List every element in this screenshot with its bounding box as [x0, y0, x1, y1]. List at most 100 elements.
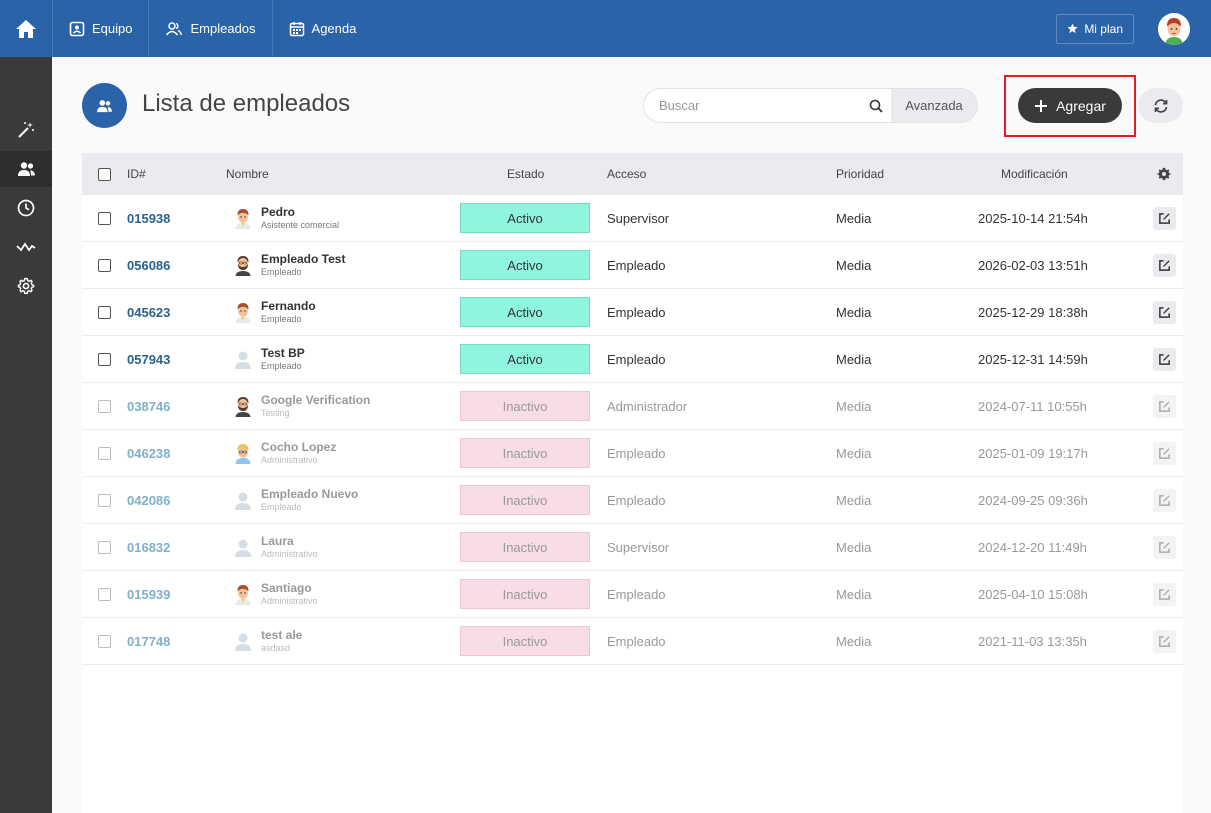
- activity-icon: [16, 242, 36, 252]
- edit-button[interactable]: [1153, 582, 1176, 606]
- edit-button[interactable]: [1153, 488, 1176, 512]
- table-row[interactable]: 042086 Empleado Nuevo Empleado Inactivo …: [82, 477, 1183, 524]
- row-name-cell[interactable]: Test BP Empleado: [234, 336, 305, 382]
- header-access[interactable]: Acceso: [607, 167, 647, 181]
- status-badge[interactable]: Inactivo: [460, 532, 590, 562]
- row-id[interactable]: 016832: [127, 539, 171, 555]
- nav-empleados[interactable]: Empleados: [148, 0, 271, 57]
- status-badge[interactable]: Inactivo: [460, 438, 590, 468]
- row-checkbox[interactable]: [98, 540, 111, 554]
- row-id[interactable]: 015938: [127, 210, 171, 226]
- status-badge[interactable]: Inactivo: [460, 579, 590, 609]
- header-status[interactable]: Estado: [507, 167, 545, 181]
- row-status-cell: Activo: [460, 242, 590, 288]
- row-name-cell[interactable]: Laura Administrativo: [234, 524, 318, 570]
- add-employee-button[interactable]: Agregar: [1018, 88, 1122, 123]
- sidebar-item-activity[interactable]: [0, 229, 52, 265]
- table-row[interactable]: 016832 Laura Administrativo Inactivo Sup…: [82, 524, 1183, 571]
- row-name-cell[interactable]: test ale asdasd: [234, 618, 302, 664]
- table-row[interactable]: 017748 test ale asdasd Inactivo Empleado…: [82, 618, 1183, 665]
- row-id[interactable]: 038746: [127, 398, 171, 414]
- table-header: ID# Nombre Estado Acceso Prioridad Modif…: [82, 153, 1183, 195]
- row-checkbox[interactable]: [98, 399, 111, 413]
- row-id[interactable]: 017748: [127, 633, 171, 649]
- row-name-cell[interactable]: Google Verification Testing: [234, 383, 370, 429]
- user-avatar[interactable]: [1158, 12, 1190, 45]
- edit-button[interactable]: [1153, 441, 1176, 465]
- row-name-cell[interactable]: Cocho Lopez Administrativo: [234, 430, 336, 476]
- row-name-cell[interactable]: Empleado Test Empleado: [234, 242, 345, 288]
- row-name: Laura: [261, 534, 294, 548]
- status-badge[interactable]: Activo: [460, 203, 590, 233]
- edit-button[interactable]: [1153, 300, 1176, 324]
- row-name-cell[interactable]: Santiago Administrativo: [234, 571, 318, 617]
- table-settings-button[interactable]: [1157, 153, 1171, 195]
- table-row[interactable]: 038746 Google Verification Testing Inact…: [82, 383, 1183, 430]
- row-priority: Media: [836, 210, 872, 226]
- header-id[interactable]: ID#: [127, 167, 146, 181]
- edit-button[interactable]: [1153, 394, 1176, 418]
- row-checkbox[interactable]: [98, 446, 111, 460]
- row-name-cell[interactable]: Fernando Empleado: [234, 289, 316, 335]
- row-name-cell[interactable]: Empleado Nuevo Empleado: [234, 477, 358, 523]
- sidebar-item-clock[interactable]: [0, 190, 52, 226]
- status-badge[interactable]: Activo: [460, 250, 590, 280]
- row-checkbox[interactable]: [98, 258, 111, 272]
- row-name-cell[interactable]: Pedro Asistente comercial: [234, 195, 339, 241]
- status-badge[interactable]: Inactivo: [460, 485, 590, 515]
- nav-equipo[interactable]: Equipo: [52, 0, 148, 57]
- plus-icon: [1035, 99, 1048, 112]
- row-checkbox[interactable]: [98, 211, 111, 225]
- table-row[interactable]: 057943 Test BP Empleado Activo Empleado …: [82, 336, 1183, 383]
- search-button[interactable]: [861, 99, 891, 113]
- row-checkbox[interactable]: [98, 493, 111, 507]
- home-button[interactable]: [0, 0, 52, 57]
- row-checkbox[interactable]: [98, 634, 111, 648]
- table-row[interactable]: 046238 Cocho Lopez Administrativo Inacti…: [82, 430, 1183, 477]
- header-modified[interactable]: Modificación: [1001, 167, 1068, 181]
- row-status-cell: Inactivo: [460, 618, 590, 664]
- row-name: Fernando: [261, 299, 316, 313]
- row-edit-cell: [1153, 477, 1176, 523]
- status-badge[interactable]: Activo: [460, 344, 590, 374]
- status-badge[interactable]: Inactivo: [460, 391, 590, 421]
- edit-icon: [1159, 212, 1170, 224]
- row-checkbox[interactable]: [98, 352, 111, 366]
- advanced-search-button[interactable]: Avanzada: [891, 89, 977, 122]
- header-priority[interactable]: Prioridad: [836, 167, 885, 181]
- table-row[interactable]: 056086 Empleado Test Empleado Activo Emp…: [82, 242, 1183, 289]
- table-row[interactable]: 045623 Fernando Empleado Activo Empleado…: [82, 289, 1183, 336]
- row-modified: 2026-02-03 13:51h: [978, 257, 1088, 273]
- row-id[interactable]: 056086: [127, 257, 171, 273]
- row-id[interactable]: 042086: [127, 492, 171, 508]
- edit-button[interactable]: [1153, 535, 1176, 559]
- search-input[interactable]: [644, 89, 861, 122]
- row-priority: Media: [836, 445, 872, 461]
- select-all-checkbox[interactable]: [98, 167, 111, 181]
- row-id[interactable]: 057943: [127, 351, 171, 367]
- table-row[interactable]: 015939 Santiago Administrativo Inactivo …: [82, 571, 1183, 618]
- row-role: Empleado: [261, 502, 302, 512]
- row-checkbox-cell: [98, 242, 111, 288]
- row-id[interactable]: 015939: [127, 586, 171, 602]
- status-badge[interactable]: Activo: [460, 297, 590, 327]
- edit-button[interactable]: [1153, 629, 1176, 653]
- row-edit-cell: [1153, 571, 1176, 617]
- table-row[interactable]: 015938 Pedro Asistente comercial Activo …: [82, 195, 1183, 242]
- status-badge[interactable]: Inactivo: [460, 626, 590, 656]
- edit-button[interactable]: [1153, 253, 1176, 277]
- refresh-button[interactable]: [1138, 88, 1183, 123]
- row-checkbox[interactable]: [98, 305, 111, 319]
- edit-icon: [1159, 353, 1170, 365]
- row-id[interactable]: 045623: [127, 304, 171, 320]
- sidebar-item-settings[interactable]: [0, 268, 52, 304]
- edit-button[interactable]: [1153, 347, 1176, 371]
- row-checkbox[interactable]: [98, 587, 111, 601]
- sidebar-item-employees[interactable]: [0, 151, 52, 187]
- edit-button[interactable]: [1153, 206, 1176, 230]
- header-name[interactable]: Nombre: [226, 167, 269, 181]
- row-id[interactable]: 046238: [127, 445, 171, 461]
- nav-agenda[interactable]: Agenda: [271, 0, 373, 57]
- sidebar-item-wand[interactable]: [0, 112, 52, 148]
- my-plan-button[interactable]: Mi plan: [1056, 13, 1134, 44]
